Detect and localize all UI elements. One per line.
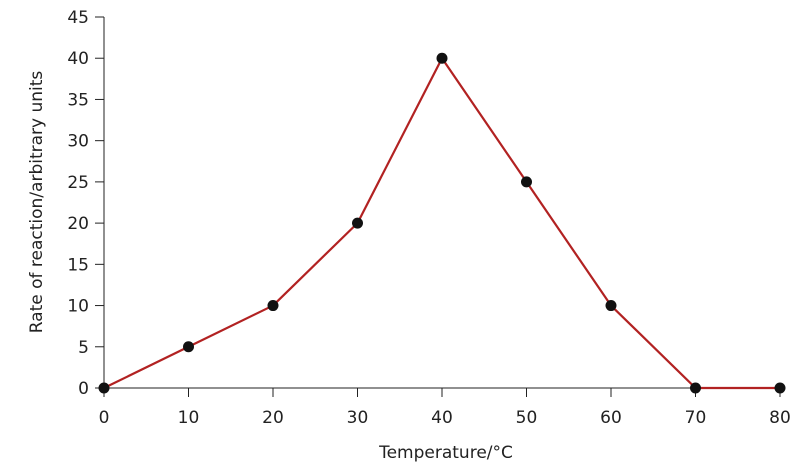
x-tick-label: 60 (600, 408, 622, 428)
data-point (521, 176, 532, 188)
x-tick-label: 80 (769, 408, 791, 428)
x-tick-label: 20 (262, 408, 284, 428)
y-tick-label: 5 (78, 338, 89, 358)
data-point (352, 217, 363, 229)
y-tick-label: 15 (67, 255, 89, 275)
x-tick-label: 30 (347, 408, 369, 428)
y-tick-label: 10 (67, 297, 89, 317)
data-point (690, 382, 701, 394)
y-tick-label: 20 (67, 214, 89, 234)
data-point (98, 382, 110, 394)
series-layer (98, 52, 786, 394)
x-axis-label: Temperature/°C (378, 443, 513, 463)
y-tick-label: 30 (67, 132, 89, 152)
data-point (774, 382, 786, 394)
data-point (183, 341, 194, 353)
data-point (436, 52, 448, 64)
data-point (267, 300, 279, 312)
y-tick-label: 25 (67, 173, 89, 193)
x-tick-label: 50 (516, 408, 538, 428)
x-tick-label: 40 (431, 408, 453, 428)
x-tick-label: 10 (178, 408, 200, 428)
series-line (103, 57, 780, 390)
y-tick-label: 0 (78, 379, 89, 399)
x-axis: 0 10 20 30 40 50 60 70 80 (99, 387, 791, 428)
y-tick-label: 40 (67, 49, 89, 69)
y-axis-label: Rate of reaction/arbitrary units (27, 71, 47, 334)
y-axis: 0 5 10 15 20 25 30 35 40 45 (67, 8, 105, 399)
y-tick-label: 35 (67, 90, 89, 110)
x-tick-label: 70 (685, 408, 707, 428)
x-tick-label: 0 (99, 408, 110, 428)
y-tick-label: 45 (67, 8, 89, 28)
data-point (605, 300, 617, 312)
